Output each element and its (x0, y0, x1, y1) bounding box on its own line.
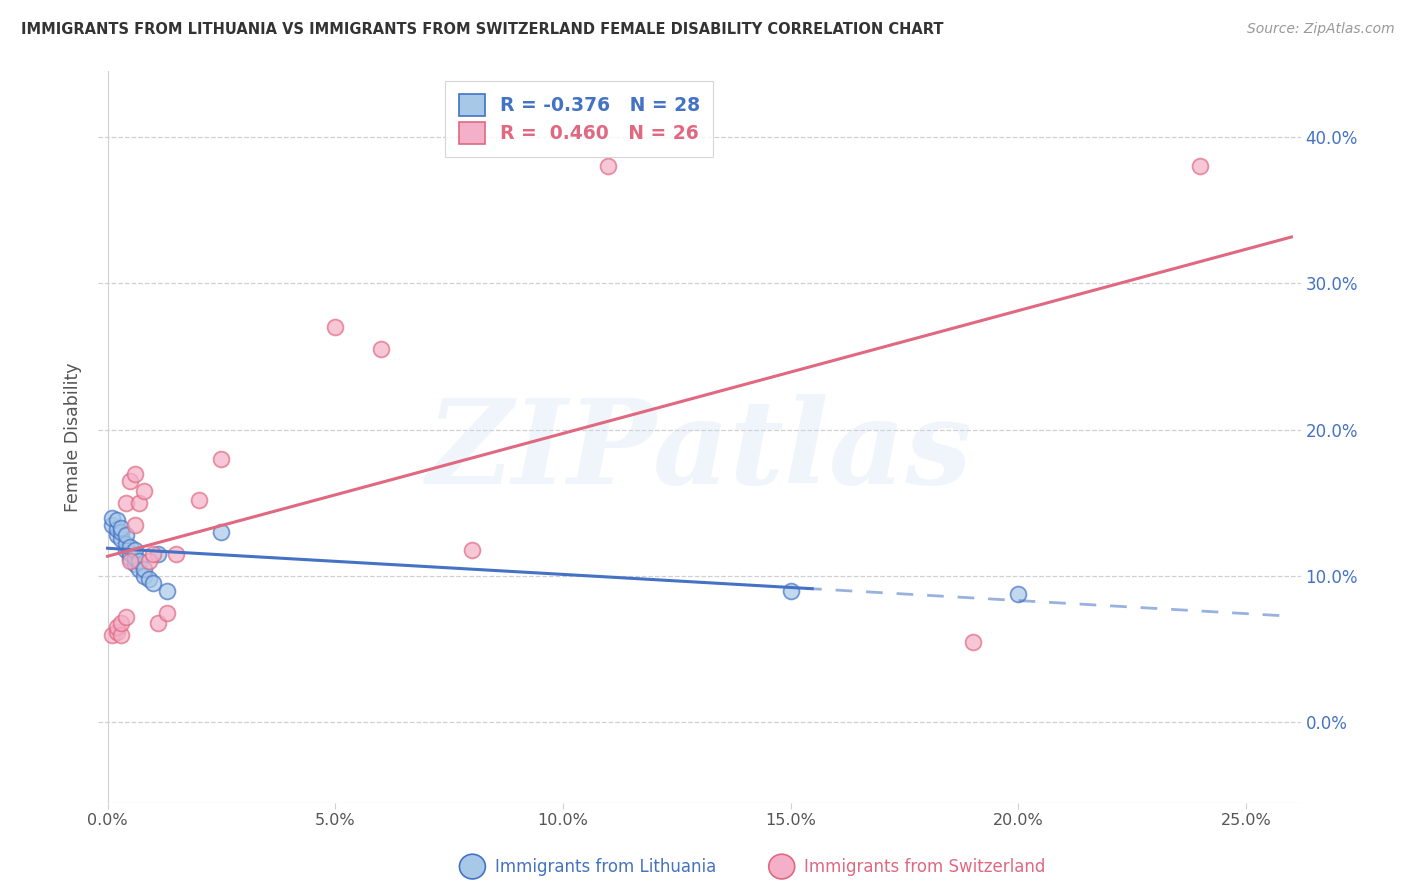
Point (105, 522, 128, 536)
Point (165, 547, 187, 561)
Point (120, 546, 142, 560)
Point (110, 521, 132, 535)
Point (101, 517, 124, 532)
Point (110, 533, 132, 547)
Point (138, 554, 160, 568)
Point (1007, 586, 1029, 600)
Point (114, 610, 136, 624)
Point (110, 615, 132, 630)
Point (461, 542, 484, 557)
Point (156, 583, 179, 598)
Point (101, 627, 124, 641)
Point (105, 620, 128, 634)
Point (124, 517, 146, 532)
Point (142, 576, 165, 591)
Point (132, 484, 155, 499)
Point (124, 551, 146, 566)
Point (146, 615, 169, 630)
Point (598, 160, 620, 174)
Point (209, 525, 232, 540)
Point (187, 493, 209, 508)
Point (128, 562, 150, 576)
Point (124, 558, 146, 572)
Y-axis label: Female Disability: Female Disability (65, 362, 83, 512)
Legend: R = -0.376   N = 28, R =  0.460   N = 26: R = -0.376 N = 28, R = 0.460 N = 26 (446, 81, 713, 157)
Point (114, 542, 136, 557)
Point (128, 554, 150, 568)
Text: Source: ZipAtlas.com: Source: ZipAtlas.com (1247, 22, 1395, 37)
Point (962, 635, 984, 649)
Point (142, 547, 165, 561)
Circle shape (769, 855, 794, 879)
Point (124, 542, 146, 557)
Point (101, 510, 124, 524)
Point (128, 496, 150, 510)
Point (370, 343, 392, 357)
Point (323, 320, 346, 334)
Point (110, 525, 132, 540)
Text: Immigrants from Switzerland: Immigrants from Switzerland (804, 858, 1046, 876)
Point (209, 452, 232, 467)
Point (105, 528, 128, 542)
Point (120, 540, 142, 554)
Point (146, 547, 169, 561)
Point (120, 554, 142, 568)
Point (110, 627, 132, 641)
Circle shape (460, 855, 485, 879)
Point (105, 513, 128, 527)
Point (156, 606, 179, 620)
Point (114, 537, 136, 551)
Point (120, 551, 142, 566)
Text: IMMIGRANTS FROM LITHUANIA VS IMMIGRANTS FROM SWITZERLAND FEMALE DISABILITY CORRE: IMMIGRANTS FROM LITHUANIA VS IMMIGRANTS … (21, 22, 943, 37)
Point (120, 474, 142, 488)
Point (779, 583, 801, 598)
Point (124, 467, 146, 481)
Point (114, 528, 136, 542)
Point (114, 496, 136, 510)
Text: Immigrants from Lithuania: Immigrants from Lithuania (495, 858, 716, 876)
Point (132, 569, 155, 583)
Point (132, 562, 155, 576)
Point (105, 624, 128, 639)
Text: ZIPatlas: ZIPatlas (426, 394, 973, 509)
Point (138, 572, 160, 586)
Point (1189, 160, 1212, 174)
